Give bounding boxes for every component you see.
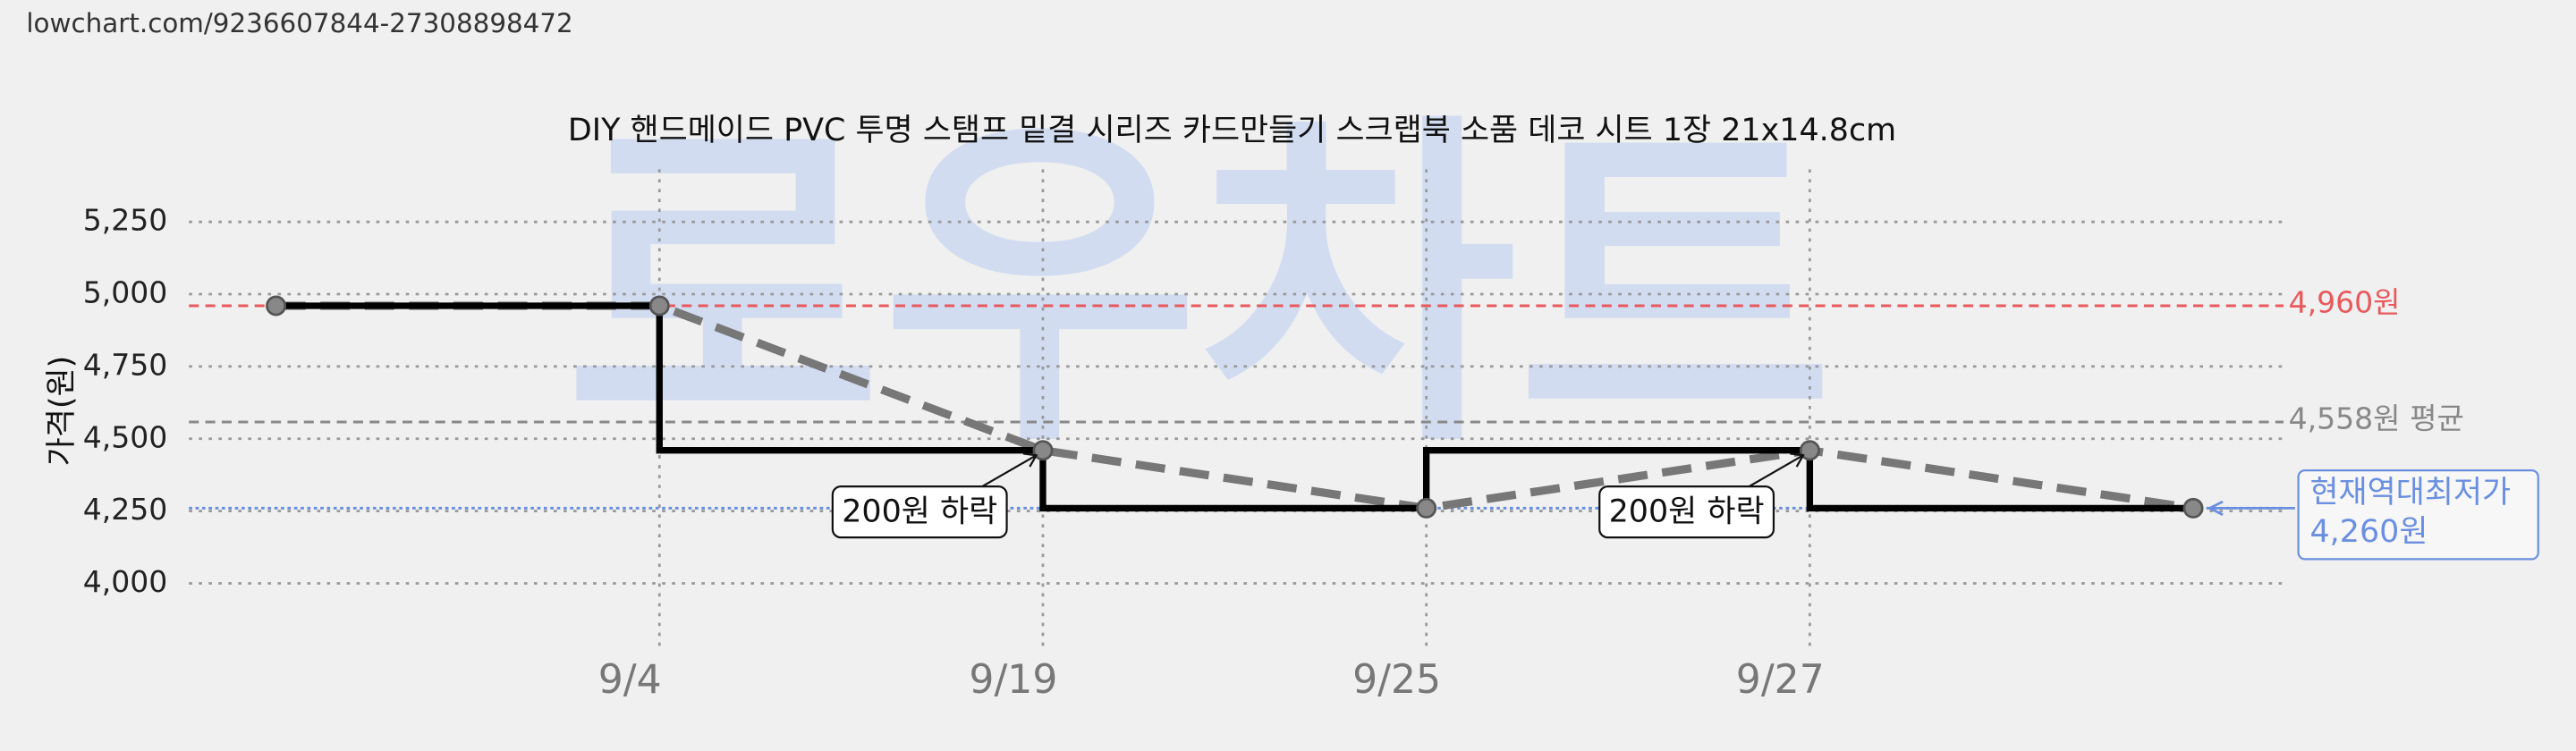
lowest-price-label: 4,260원: [2309, 514, 2428, 550]
lowest-price-box: [2297, 469, 2539, 561]
annotation-text: 200원 하락: [842, 494, 997, 530]
lowest-price-title: 현재역대최저가: [2309, 475, 2511, 511]
y-tick-label: 4,750: [83, 347, 168, 382]
annotation-text: 200원 하락: [1609, 494, 1765, 530]
annotation-arrow: [981, 452, 1038, 488]
reference-label: 4,960원: [2289, 285, 2401, 320]
point-marker: [266, 295, 287, 316]
x-tick-label: 9/25: [1352, 657, 1441, 703]
step-segment: [1422, 447, 1810, 509]
y-tick-label: 4,500: [83, 419, 168, 454]
x-tick-label: 9/4: [598, 657, 662, 703]
lowest-price-arrow: [2207, 500, 2295, 516]
x-tick-label: 9/19: [969, 657, 1057, 703]
annotation-box: [1598, 485, 1775, 539]
x-tick-label: 9/27: [1736, 657, 1825, 703]
y-tick-label: 5,250: [83, 203, 168, 238]
y-tick-label: 4,250: [83, 492, 168, 527]
point-marker: [2182, 497, 2204, 519]
annotation-box: [831, 485, 1008, 539]
y-tick-label: 5,000: [83, 275, 168, 310]
step-segment: [1039, 450, 1427, 512]
point-marker: [648, 295, 670, 316]
point-marker: [1799, 440, 1820, 461]
y-axis-label: 가격(원): [44, 356, 80, 467]
point-marker: [1416, 497, 1437, 519]
annotation-arrow: [1748, 452, 1805, 488]
chart-title: DIY 핸드메이드 PVC 투명 스탬프 밑결 시리즈 카드만들기 스크랩북 소…: [568, 113, 1896, 148]
point-marker: [1032, 440, 1054, 461]
step-segment: [656, 305, 1043, 454]
url: lowchart.com/9236607844-27308898472: [26, 8, 572, 38]
step-segment: [1806, 450, 2194, 512]
reference-label: 4,558원 평균: [2289, 401, 2464, 436]
y-tick-label: 4,000: [83, 564, 168, 599]
